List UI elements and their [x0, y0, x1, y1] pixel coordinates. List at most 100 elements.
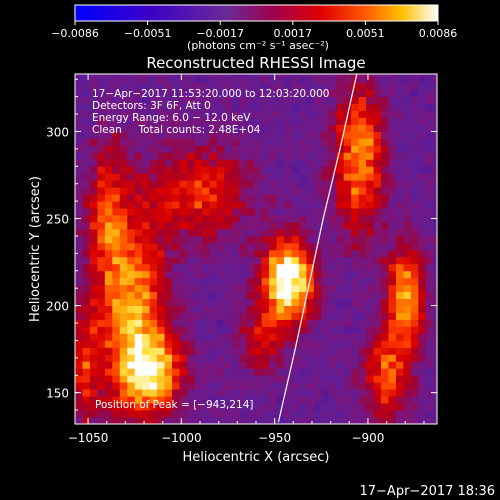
heatmap-cell — [149, 298, 158, 306]
heatmap-cell — [425, 159, 434, 167]
heatmap-cell — [373, 208, 382, 216]
heatmap-cell — [351, 396, 360, 404]
heatmap-cell — [239, 277, 248, 286]
heatmap-cell — [172, 298, 180, 306]
heatmap-cell — [395, 340, 404, 348]
heatmap-cell — [134, 347, 143, 355]
heatmap-cell — [276, 89, 285, 98]
heatmap-cell — [291, 75, 300, 84]
heatmap-cell — [395, 166, 404, 174]
heatmap-cell — [283, 249, 292, 258]
heatmap-cell — [328, 396, 337, 404]
heatmap-cell — [298, 354, 307, 362]
heatmap-cell — [104, 159, 113, 167]
heatmap-cell — [261, 263, 270, 272]
heatmap-cell — [164, 249, 173, 258]
heatmap-cell — [321, 410, 330, 418]
heatmap-cell — [75, 340, 83, 348]
heatmap-cell — [164, 319, 173, 327]
heatmap-cell — [298, 96, 307, 105]
heatmap-cell — [433, 333, 437, 341]
heatmap-cell — [306, 145, 315, 153]
heatmap-cell — [112, 410, 121, 418]
heatmap-cell — [269, 194, 277, 202]
heatmap-cell — [231, 75, 240, 84]
heatmap-cell — [112, 242, 121, 251]
heatmap-cell — [134, 277, 143, 286]
heatmap-cell — [418, 368, 427, 376]
heatmap-cell — [254, 89, 262, 98]
heatmap-cell — [366, 354, 374, 362]
heatmap-cell — [433, 361, 437, 369]
heatmap-cell — [127, 96, 136, 105]
heatmap-cell — [395, 263, 404, 272]
heatmap-cell — [231, 201, 240, 209]
heatmap-cell — [149, 312, 158, 320]
heatmap-cell — [351, 389, 360, 397]
heatmap-cell — [134, 263, 143, 272]
heatmap-cell — [403, 326, 412, 334]
heatmap-cell — [254, 194, 262, 202]
heatmap-cell — [89, 173, 98, 181]
heatmap-cell — [403, 145, 412, 153]
heatmap-cell — [157, 326, 165, 334]
heatmap-cell — [410, 180, 419, 188]
heatmap-cell — [254, 249, 262, 258]
heatmap-cell — [186, 277, 195, 286]
heatmap-cell — [269, 305, 277, 313]
heatmap-cell — [186, 319, 195, 327]
heatmap-cell — [351, 110, 360, 118]
heatmap-cell — [149, 361, 158, 369]
heatmap-cell — [433, 375, 437, 383]
heatmap-cell — [89, 249, 98, 258]
heatmap-cell — [328, 159, 337, 167]
heatmap-cell — [216, 284, 225, 293]
heatmap-cell — [276, 312, 285, 320]
heatmap-cell — [313, 138, 322, 146]
heatmap-cell — [75, 138, 83, 146]
heatmap-cell — [276, 138, 285, 146]
heatmap-cell — [433, 256, 437, 265]
heatmap-cell — [283, 180, 292, 188]
heatmap-cell — [157, 333, 165, 341]
heatmap-cell — [298, 173, 307, 181]
heatmap-cell — [351, 201, 360, 209]
heatmap-cell — [239, 417, 248, 424]
heatmap-cell — [194, 74, 203, 77]
heatmap-cell — [97, 194, 106, 202]
heatmap-cell — [321, 187, 330, 195]
heatmap-cell — [134, 74, 143, 77]
heatmap-cell — [366, 82, 374, 91]
heatmap-cell — [179, 194, 188, 202]
heatmap-cell — [104, 201, 113, 209]
heatmap-cell — [194, 375, 203, 383]
heatmap-cell — [104, 117, 113, 125]
heatmap-cell — [209, 103, 218, 111]
heatmap-cell — [328, 382, 337, 390]
heatmap-cell — [395, 138, 404, 146]
heatmap-cell — [201, 159, 210, 167]
heatmap-cell — [201, 396, 210, 404]
heatmap-cell — [433, 347, 437, 355]
heatmap-cell — [343, 361, 352, 369]
heatmap-cell — [157, 222, 165, 230]
heatmap-cell — [186, 368, 195, 376]
heatmap-cell — [433, 249, 437, 258]
heatmap-cell — [201, 354, 210, 362]
heatmap-cell — [224, 208, 233, 216]
heatmap-cell — [336, 180, 345, 188]
heatmap-cell — [82, 117, 91, 125]
heatmap-cell — [246, 410, 255, 418]
heatmap-cell — [82, 298, 91, 306]
heatmap-cell — [157, 354, 165, 362]
heatmap-cell — [209, 173, 218, 181]
heatmap-cell — [321, 82, 330, 91]
heatmap-cell — [328, 410, 337, 418]
heatmap-cell — [216, 361, 225, 369]
heatmap-cell — [89, 396, 98, 404]
heatmap-cell — [410, 138, 419, 146]
heatmap-cell — [127, 89, 136, 98]
heatmap-cell — [283, 110, 292, 118]
heatmap-cell — [82, 138, 91, 146]
heatmap-cell — [433, 74, 437, 77]
